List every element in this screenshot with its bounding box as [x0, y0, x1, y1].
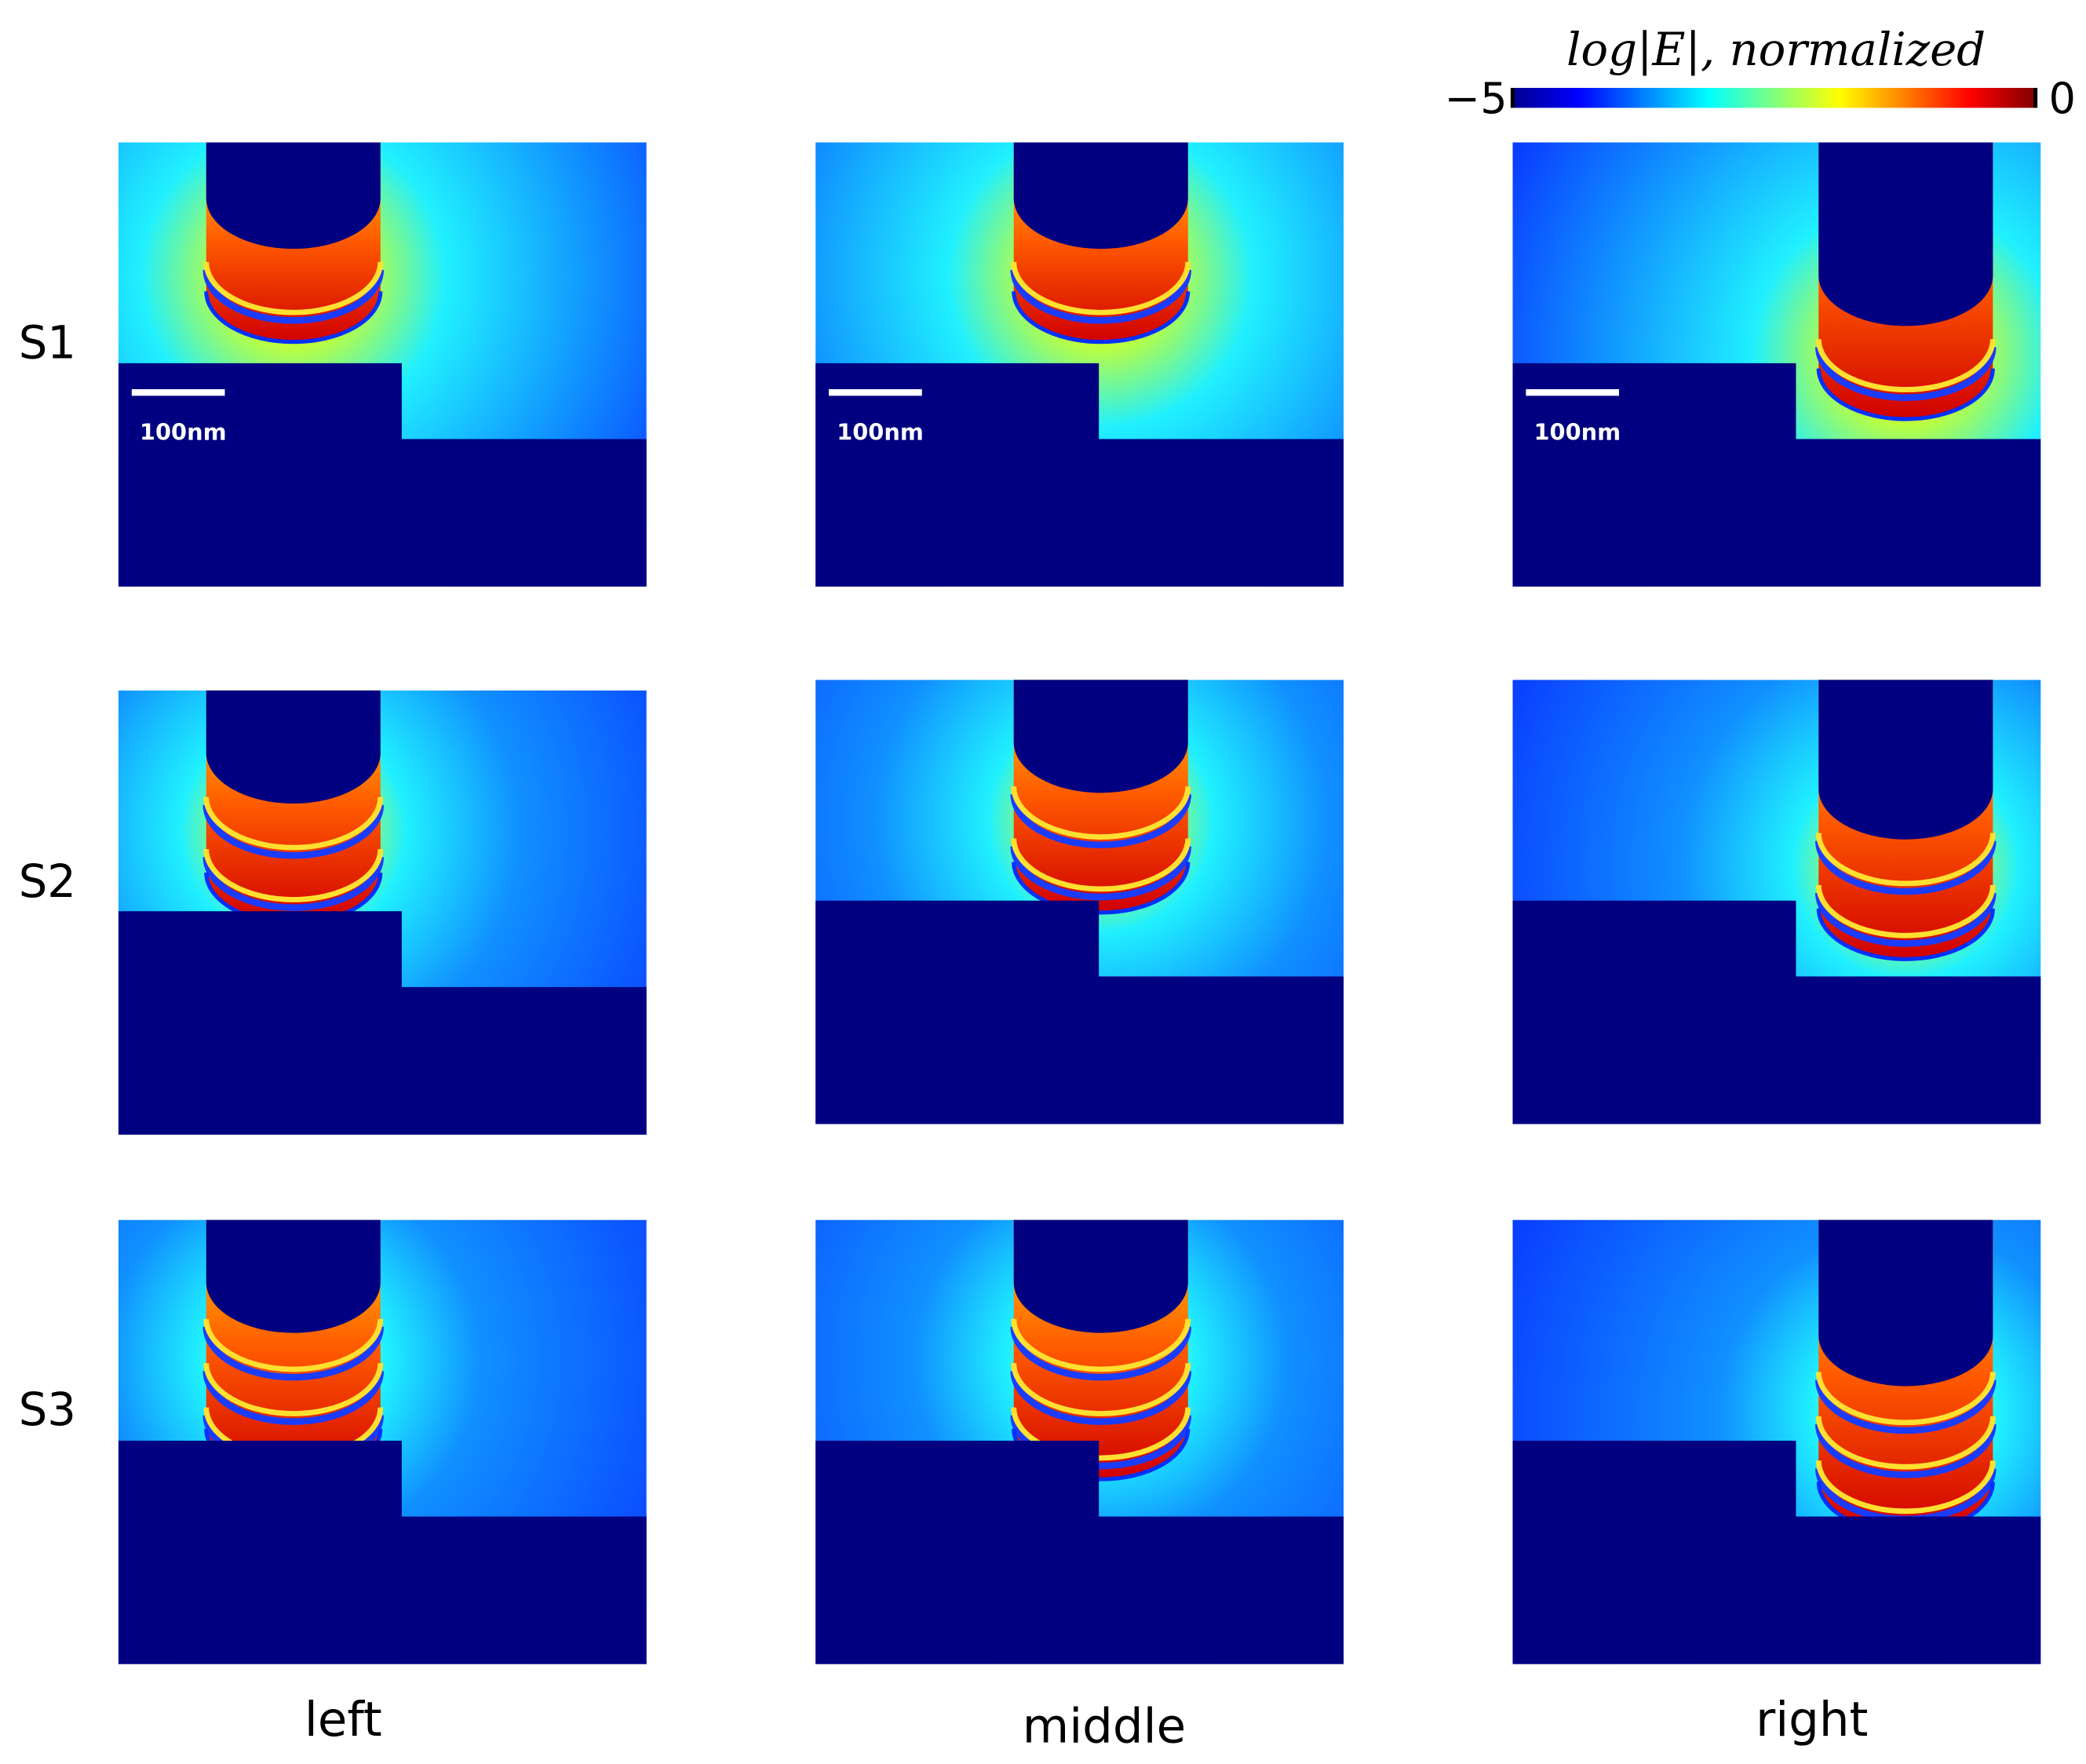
- field-node: [1816, 908, 1995, 961]
- field-band: [203, 261, 384, 315]
- column-label: right: [1756, 1692, 1868, 1748]
- probe-tip: [206, 1219, 381, 1333]
- field-panel: 100nm: [118, 142, 647, 587]
- substrate: [118, 911, 647, 1135]
- colorbar-title: log|E|, normalized: [1566, 24, 1986, 76]
- panel-content: [118, 690, 647, 1135]
- field-panel: [1512, 680, 2041, 1124]
- field-band: [1011, 1407, 1191, 1461]
- field-node: [1010, 1371, 1192, 1425]
- field-node: [1815, 1423, 1997, 1478]
- panel-content: [118, 1219, 647, 1664]
- field-node: [202, 269, 385, 324]
- probe-tip: [1818, 1219, 1993, 1387]
- field-node: [1012, 862, 1191, 915]
- field-panel: 100nm: [815, 142, 1344, 587]
- row-label: S3: [19, 1383, 76, 1436]
- column-label: left: [305, 1692, 382, 1748]
- field-panel: [1512, 1219, 2041, 1664]
- substrate: [815, 363, 1344, 587]
- field-band: [1815, 884, 1996, 938]
- probe-tip: [206, 690, 381, 804]
- field-node: [1010, 846, 1192, 901]
- substrate: [1512, 363, 2041, 587]
- field-node: [1010, 794, 1192, 848]
- field-node: [1012, 291, 1191, 344]
- substrate: [815, 900, 1344, 1124]
- substrate: [118, 363, 647, 587]
- field-panel: [815, 680, 1344, 1124]
- field-band: [1011, 1318, 1191, 1372]
- panel-content: [815, 1219, 1344, 1664]
- scale-bar-label: 100nm: [140, 419, 227, 446]
- substrate: [1512, 900, 2041, 1124]
- probe-tip: [1013, 680, 1188, 793]
- field-panel: [815, 1219, 1344, 1664]
- scale-bar-label: 100nm: [1534, 419, 1621, 446]
- field-node: [1010, 1415, 1192, 1470]
- field-band: [1815, 339, 1996, 392]
- row-label: S2: [19, 855, 76, 908]
- colorbar-tick-label: −5: [1445, 74, 1508, 123]
- scale-bar-label: 100nm: [837, 419, 924, 446]
- probe-tip: [1818, 680, 1993, 840]
- probe-tip: [206, 142, 381, 250]
- field-node: [202, 804, 385, 859]
- field-node: [204, 291, 383, 344]
- field-panel: 100nm: [1512, 142, 2041, 587]
- field-band: [1011, 1363, 1191, 1416]
- panel-content: [815, 142, 1344, 587]
- field-node: [202, 1326, 385, 1381]
- field-band: [203, 1318, 384, 1372]
- colorbar: [1512, 87, 2036, 108]
- field-band: [1011, 838, 1191, 892]
- probe-tip: [1013, 142, 1188, 250]
- probe-tip: [1818, 142, 1993, 326]
- field-band: [1011, 786, 1191, 840]
- field-band: [1815, 833, 1996, 887]
- field-band: [203, 796, 384, 851]
- colorbar-tick-label: 0: [2049, 74, 2077, 123]
- field-node: [1815, 840, 1997, 895]
- field-node: [1816, 368, 1995, 421]
- field-node: [1815, 347, 1997, 401]
- field-band: [1011, 261, 1191, 315]
- field-node: [202, 1371, 385, 1425]
- field-node: [202, 857, 385, 911]
- field-band: [1815, 1372, 1996, 1426]
- field-band: [1815, 1460, 1996, 1514]
- field-node: [1815, 1379, 1997, 1434]
- row-label: S1: [19, 316, 76, 369]
- field-panel: [118, 690, 647, 1135]
- panel-content: [1512, 1219, 2041, 1664]
- substrate: [1512, 1440, 2041, 1664]
- panel-content: [1512, 680, 2041, 1124]
- substrate: [815, 1440, 1344, 1664]
- field-node: [1010, 269, 1192, 324]
- panel-content: [118, 142, 647, 587]
- field-band: [203, 849, 384, 902]
- field-band: [203, 1363, 384, 1416]
- field-panel: [118, 1219, 647, 1664]
- panel-content: [815, 680, 1344, 1124]
- column-label: middle: [1023, 1698, 1186, 1754]
- field-band: [1815, 1416, 1996, 1470]
- substrate: [118, 1440, 647, 1664]
- panel-content: [1512, 142, 2041, 587]
- field-node: [1815, 892, 1997, 947]
- field-node: [1010, 1326, 1192, 1381]
- probe-tip: [1013, 1219, 1188, 1333]
